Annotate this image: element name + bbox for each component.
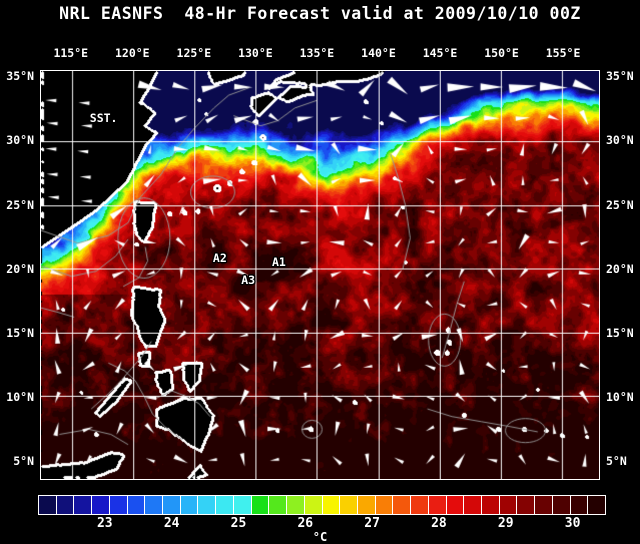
latitude-tick-label-left: 5°N xyxy=(13,453,34,468)
latitude-tick-label-right: 25°N xyxy=(606,197,634,212)
longitude-axis-top: 115°E 120°E 125°E 130°E 135°E 140°E 145°E 150°E… xyxy=(40,46,600,62)
longitude-tick-label: 115°E xyxy=(53,46,89,60)
latitude-tick-label-right: 30°N xyxy=(606,133,634,148)
longitude-tick-label: 125°E xyxy=(176,46,212,60)
colorbar-swatch xyxy=(446,496,465,514)
colorbar-swatch xyxy=(340,496,358,514)
colorbar-swatch xyxy=(163,496,181,514)
colorbar-swatch xyxy=(322,496,341,514)
latitude-tick-label-right: 10°N xyxy=(606,389,634,404)
longitude-tick-label: 130°E xyxy=(238,46,273,60)
colorbar-swatch xyxy=(393,496,412,514)
latitude-tick-label-left: 15°N xyxy=(6,325,34,340)
colorbar-tick-label: 27 xyxy=(364,516,380,531)
colorbar-swatch xyxy=(588,496,605,514)
colorbar[interactable] xyxy=(38,495,606,515)
colorbar-swatch xyxy=(428,496,447,514)
colorbar-swatch xyxy=(570,496,589,514)
colorbar-swatch xyxy=(287,496,305,514)
colorbar-swatch xyxy=(304,496,323,514)
colorbar-tick-label: 24 xyxy=(163,516,180,531)
colorbar-swatch xyxy=(375,496,394,514)
longitude-tick-label: 120°E xyxy=(114,46,150,60)
colorbar-swatch xyxy=(552,496,571,514)
colorbar-swatch xyxy=(233,496,252,514)
longitude-tick-label: 145°E xyxy=(422,46,458,60)
page-title: NRL EASNFS 48-Hr Forecast valid at 2009/… xyxy=(59,4,581,23)
colorbar-tick-label: 28 xyxy=(431,516,447,531)
colorbar-swatch xyxy=(251,496,270,514)
colorbar-tick-label: 29 xyxy=(497,516,514,531)
colorbar-swatch xyxy=(269,496,288,514)
colorbar-swatch xyxy=(180,496,199,514)
longitude-tick-label: 155°E xyxy=(545,46,581,60)
colorbar-tick-label: 25 xyxy=(230,516,247,531)
colorbar-swatch xyxy=(535,496,553,514)
colorbar-swatch xyxy=(39,496,57,514)
colorbar-swatch xyxy=(481,496,500,514)
latitude-tick-label-left: 20°N xyxy=(6,261,34,276)
colorbar-tick-label: 26 xyxy=(297,516,314,531)
colorbar-swatch xyxy=(74,496,93,514)
colorbar-swatch xyxy=(198,496,217,514)
latitude-tick-label-right: 5°N xyxy=(606,453,627,468)
colorbar-swatch xyxy=(499,496,518,514)
latitude-tick-label-left: 30°N xyxy=(6,133,34,148)
longitude-tick-label: 150°E xyxy=(484,46,519,60)
latitude-axis-right: 35°N 30°N 25°N 20°N 15°N 10°N 5°N xyxy=(602,69,640,480)
latitude-tick-label-left: 10°N xyxy=(6,389,34,404)
colorbar-tick-label: 30 xyxy=(564,516,581,531)
latitude-tick-label-left: 35°N xyxy=(6,69,34,84)
latitude-tick-label-right: 15°N xyxy=(606,325,634,340)
map-panel[interactable]: SST. A1 A2 A3 xyxy=(40,70,600,480)
longitude-tick-label: 135°E xyxy=(299,46,335,60)
longitude-tick-label: 140°E xyxy=(361,46,396,60)
colorbar-swatch xyxy=(145,496,164,514)
colorbar-swatch xyxy=(109,496,128,514)
colorbar-ticks: 23 24 25 26 27 28 29 30 xyxy=(38,516,606,532)
latitude-tick-label-right: 35°N xyxy=(606,69,634,84)
colorbar-swatch xyxy=(216,496,234,514)
latitude-tick-label-left: 25°N xyxy=(6,197,34,212)
colorbar-tick-label: 23 xyxy=(96,516,113,531)
colorbar-swatch xyxy=(464,496,482,514)
colorbar-swatch xyxy=(127,496,146,514)
colorbar-swatch xyxy=(56,496,75,514)
colorbar-swatch xyxy=(517,496,536,514)
latitude-axis-left: 35°N 30°N 25°N 20°N 15°N 10°N 5°N xyxy=(0,69,38,480)
colorbar-unit-label: °C xyxy=(312,530,328,544)
colorbar-swatch xyxy=(357,496,376,514)
sst-heatmap-canvas xyxy=(41,71,599,479)
colorbar-swatch xyxy=(92,496,110,514)
latitude-tick-label-right: 20°N xyxy=(606,261,634,276)
colorbar-swatch xyxy=(411,496,429,514)
